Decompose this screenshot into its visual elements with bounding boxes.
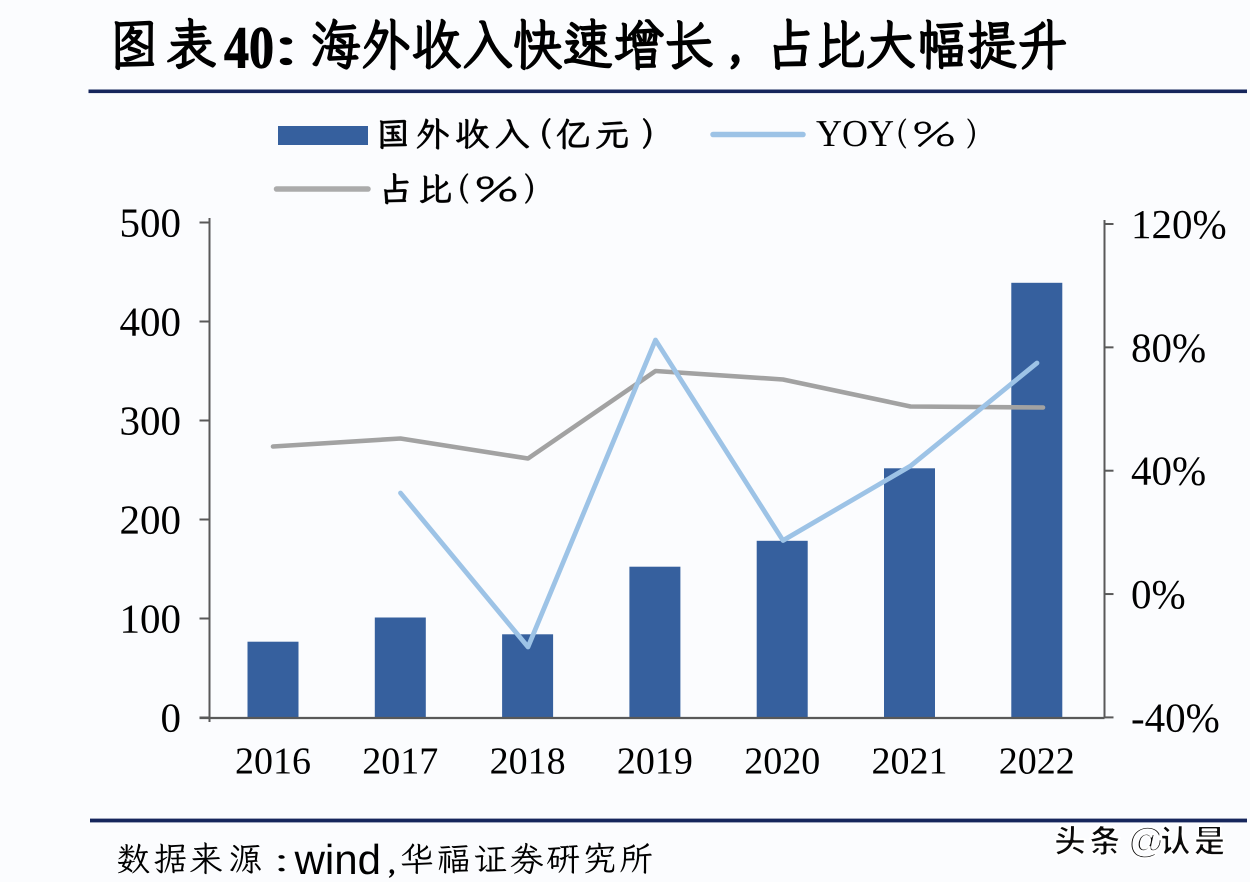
svg-text:-40%: -40% (1131, 694, 1220, 740)
svg-text:2022: 2022 (999, 741, 1075, 783)
svg-text:0%: 0% (1131, 571, 1186, 617)
svg-text:300: 300 (120, 398, 182, 444)
svg-text:2019: 2019 (617, 741, 693, 783)
svg-text:400: 400 (120, 299, 182, 345)
svg-text:2018: 2018 (490, 741, 566, 783)
svg-text:500: 500 (120, 200, 182, 246)
svg-text:120%: 120% (1131, 201, 1227, 247)
svg-text:2021: 2021 (872, 741, 948, 783)
svg-text:100: 100 (120, 596, 182, 642)
svg-text:200: 200 (120, 497, 182, 543)
svg-text:2020: 2020 (744, 741, 820, 783)
svg-text:80%: 80% (1131, 324, 1206, 370)
svg-text:0: 0 (161, 695, 182, 741)
svg-text:2016: 2016 (235, 741, 311, 783)
svg-text:2017: 2017 (362, 741, 438, 783)
svg-text:40%: 40% (1131, 448, 1206, 494)
